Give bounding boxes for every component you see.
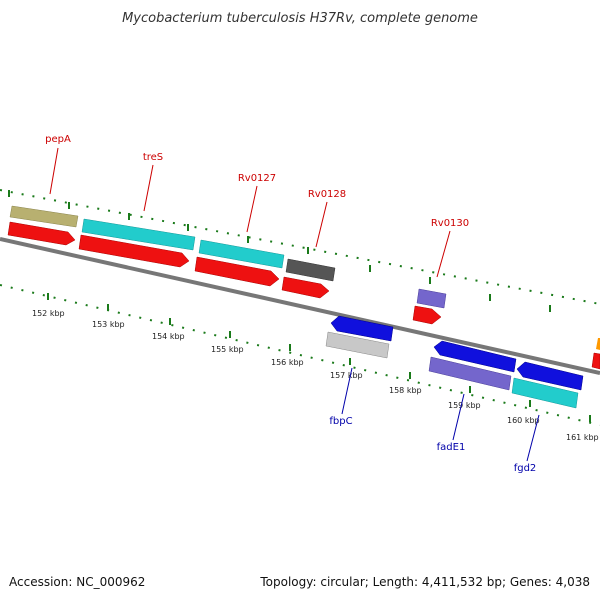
- arrow-orange-partial[interactable]: [596, 338, 600, 350]
- gene-label-Rv0128[interactable]: Rv0128: [308, 189, 346, 200]
- feature-lavender-Rv0130[interactable]: [416, 288, 447, 309]
- kbp-axis-labels: 152 kbp 153 kbp 154 kbp 155 kbp 156 kbp 157 k…: [32, 309, 599, 442]
- arrow-red-treS[interactable]: [78, 234, 190, 268]
- gene-labels: pepA treS Rv0127 Rv0128 Rv0130 fbpC fadE1 fgd2: [45, 134, 540, 474]
- feature-lightgray-fbpC[interactable]: [325, 331, 390, 359]
- gene-label-fgd2[interactable]: fgd2: [514, 463, 537, 474]
- kbp-label: 154 kbp: [152, 332, 185, 341]
- kbp-label: 157 kbp: [330, 371, 363, 380]
- gene-leader-line: [341, 367, 353, 415]
- accession-text: Accession: NC_000962: [9, 575, 145, 589]
- gene-leader-line: [315, 201, 328, 248]
- gene-label-treS[interactable]: treS: [143, 152, 163, 163]
- gene-leader-line: [452, 393, 465, 441]
- gene-leader-line: [436, 230, 451, 278]
- kbp-label: 155 kbp: [211, 345, 244, 354]
- feature-cyan-treS[interactable]: [81, 218, 196, 251]
- arrow-blue-fadE1[interactable]: [433, 340, 517, 373]
- feature-olive-pepA[interactable]: [9, 205, 79, 228]
- map-title: Mycobacterium tuberculosis H37Rv, comple…: [122, 11, 478, 26]
- arrow-blue-fbpC[interactable]: [330, 315, 394, 342]
- arrow-red-pepA[interactable]: [7, 221, 76, 246]
- arrow-blue-fgd2[interactable]: [516, 361, 584, 391]
- arrow-red-Rv0128[interactable]: [281, 276, 330, 299]
- backbone-line: [0, 237, 600, 375]
- arrow-red-Rv0130[interactable]: [412, 305, 442, 325]
- feature-cyan-fgd2[interactable]: [511, 377, 579, 409]
- genome-summary-text: Topology: circular; Length: 4,411,532 bp…: [259, 575, 590, 589]
- arrow-red-Rv0127[interactable]: [194, 256, 280, 287]
- gene-label-Rv0127[interactable]: Rv0127: [238, 173, 276, 184]
- kbp-label: 158 kbp: [389, 386, 422, 395]
- lower-dot-line: [0, 284, 600, 426]
- feature-cyan-Rv0127[interactable]: [198, 239, 285, 269]
- feature-gray-Rv0128[interactable]: [285, 258, 336, 282]
- gene-label-fbpC[interactable]: fbpC: [329, 416, 352, 427]
- gene-label-fadE1[interactable]: fadE1: [437, 442, 466, 453]
- arrow-red-partial[interactable]: [591, 352, 600, 370]
- kbp-label: 161 kbp: [566, 433, 599, 442]
- kbp-label: 156 kbp: [271, 358, 304, 367]
- gene-label-Rv0130[interactable]: Rv0130: [431, 218, 469, 229]
- kbp-label: 152 kbp: [32, 309, 65, 318]
- lower-dotted-track: [0, 284, 600, 426]
- gene-leader-line: [49, 147, 59, 195]
- genome-backbone: [0, 237, 600, 375]
- gene-features: [7, 205, 600, 409]
- gene-leader-line: [246, 185, 258, 233]
- kbp-label: 160 kbp: [507, 416, 540, 425]
- major-ticks: [8, 190, 591, 422]
- gene-leader-line: [526, 414, 540, 462]
- gene-leader-line: [143, 164, 154, 212]
- kbp-label: 159 kbp: [448, 401, 481, 410]
- feature-lavender-fadE1[interactable]: [428, 356, 512, 391]
- kbp-label: 153 kbp: [92, 320, 125, 329]
- gene-label-pepA[interactable]: pepA: [45, 134, 71, 145]
